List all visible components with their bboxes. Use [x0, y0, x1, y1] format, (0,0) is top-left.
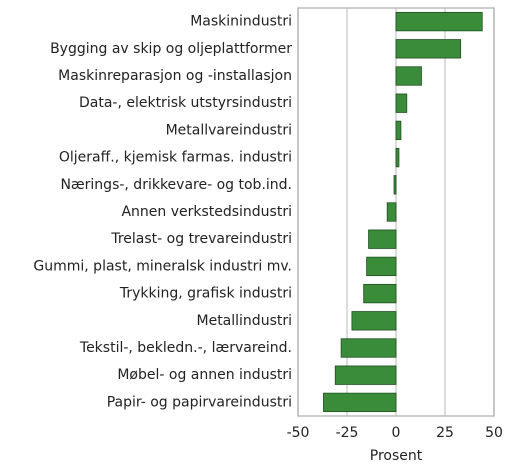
bar: [386, 202, 397, 222]
bar: [368, 229, 397, 249]
y-tick-label: Maskinindustri: [190, 14, 292, 30]
bar: [395, 11, 483, 32]
x-axis-label: Prosent: [370, 448, 423, 464]
bar: [395, 66, 422, 86]
y-tick-label: Trelast- og trevareindustri: [110, 231, 292, 247]
bar: [393, 175, 397, 195]
bar: [351, 311, 397, 331]
y-tick-label: Data-, elektrisk utstyrsindustri: [79, 95, 292, 111]
bar: [363, 283, 397, 304]
bar: [395, 93, 408, 113]
bar: [366, 256, 397, 277]
y-tick-label: Møbel- og annen industri: [117, 367, 292, 383]
y-tick-label: Metallindustri: [197, 313, 293, 329]
bar: [395, 147, 400, 168]
plot-border: [297, 7, 495, 417]
bar: [395, 120, 402, 141]
x-tick-label: 50: [485, 425, 503, 441]
y-tick-label: Trykking, grafisk industri: [119, 286, 292, 302]
y-tick-label: Gummi, plast, mineralsk industri mv.: [33, 258, 292, 274]
y-tick-label: Oljeraff., kjemisk farmas. industri: [59, 150, 292, 166]
bar: [395, 39, 462, 59]
x-tick-label: -25: [336, 425, 359, 441]
y-tick-label: Nærings-, drikkevare- og tob.ind.: [60, 177, 292, 193]
y-tick-label: Bygging av skip og oljeplattformer: [50, 41, 292, 57]
y-tick-label: Maskinreparasjon og -installasjon: [58, 68, 292, 84]
bar: [334, 365, 397, 385]
y-tick-label: Papir- og papirvareindustri: [107, 394, 292, 410]
bar: [340, 338, 397, 358]
x-tick-label: 25: [436, 425, 454, 441]
y-tick-label: Annen verkstedsindustri: [121, 204, 292, 220]
x-tick-label: -50: [287, 425, 310, 441]
y-tick-label: Metallvareindustri: [166, 122, 292, 138]
bar: [323, 392, 397, 413]
x-tick-label: 0: [392, 425, 401, 441]
y-tick-label: Tekstil-, bekledn.-, lærvareind.: [79, 340, 292, 356]
